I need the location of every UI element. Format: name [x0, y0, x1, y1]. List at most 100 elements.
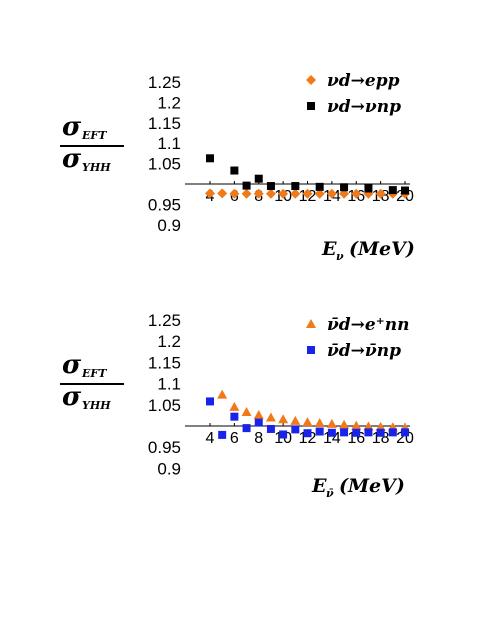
legend-label: νd→epp [327, 71, 400, 91]
series-2: ν̄d→ν̄np [206, 341, 409, 439]
data-point [278, 414, 289, 424]
x-tick-label: 18 [372, 430, 390, 447]
data-point [266, 182, 275, 191]
series-1: ν̄d→e⁺nn [217, 315, 410, 432]
x-label-unit: (MeV) [349, 238, 415, 260]
data-point [265, 412, 276, 422]
y-tick-label: 0.95 [148, 438, 181, 457]
data-point [303, 429, 312, 438]
data-point [291, 425, 300, 434]
y-tick-label: 1.15 [148, 353, 181, 372]
y-label-numerator: σ [62, 350, 82, 380]
data-point [376, 428, 385, 437]
x-label-main: E [311, 475, 327, 497]
data-point [363, 421, 374, 431]
data-point [229, 188, 240, 199]
y-label-numerator: σ [62, 112, 82, 142]
x-label-main: E [321, 238, 337, 260]
data-point [352, 428, 361, 437]
y-tick-label: 1.2 [157, 93, 181, 112]
data-point [351, 420, 362, 430]
x-label-unit: (MeV) [339, 475, 405, 497]
data-point [290, 188, 301, 199]
data-point [315, 427, 324, 436]
x-tick-label: 8 [254, 430, 263, 447]
data-point [254, 174, 263, 183]
y-tick-label: 1.25 [148, 73, 181, 92]
legend-label: νd→νnp [327, 97, 401, 117]
x-label-sub: ν̄ [326, 487, 334, 500]
data-point [351, 188, 362, 199]
y-label-denominator: σ [62, 144, 82, 174]
y-tick-label: 1.1 [157, 134, 181, 153]
data-point [314, 188, 325, 199]
x-label-sub: ν [336, 250, 344, 263]
y-tick-label: 0.95 [148, 195, 181, 214]
y-tick-label: 1.1 [157, 375, 181, 394]
data-point [290, 415, 301, 425]
data-point [401, 428, 409, 437]
data-point [217, 389, 228, 399]
data-point [339, 188, 350, 199]
legend-marker [306, 319, 316, 328]
data-point [302, 417, 313, 427]
data-point [401, 186, 409, 195]
data-point [327, 428, 336, 437]
x-tick-label: 6 [230, 430, 239, 447]
x-tick-label: 14 [323, 430, 341, 447]
data-point [340, 183, 349, 192]
y-tick-label: 1.05 [148, 155, 181, 174]
data-point [279, 430, 288, 439]
data-point [241, 188, 252, 199]
series-2: νd→νnp [206, 97, 409, 195]
data-point [206, 397, 214, 406]
x-tick-label: 12 [299, 430, 317, 447]
data-point [265, 188, 276, 199]
x-tick-label: 10 [274, 430, 292, 447]
y-tick-label: 0.9 [157, 216, 181, 235]
y-label-numerator-sub: EFT [81, 129, 107, 142]
data-point [302, 188, 313, 199]
series-1: νd→epp [205, 71, 410, 199]
data-point [254, 418, 263, 427]
data-point [314, 418, 325, 428]
x-tick-label: 4 [206, 430, 215, 447]
data-point [326, 188, 337, 199]
data-point [266, 424, 275, 433]
y-tick-label: 1.05 [148, 396, 181, 415]
data-point [340, 428, 349, 437]
data-point [229, 401, 240, 411]
y-label-denominator-sub: YHH [82, 399, 111, 412]
data-point [241, 407, 252, 417]
data-point [339, 419, 350, 429]
chart-panel-1: σEFTσYHH1.251.21.151.11.050.950.94681012… [60, 71, 415, 263]
y-label-denominator: σ [62, 382, 82, 412]
data-point [364, 428, 373, 437]
data-point [388, 186, 397, 195]
data-point [326, 418, 337, 428]
x-tick-label: 16 [347, 430, 365, 447]
legend-marker [307, 346, 315, 354]
data-point [388, 428, 397, 437]
data-point [375, 421, 386, 431]
data-point [242, 424, 251, 433]
data-point [364, 184, 373, 193]
legend-label: ν̄d→ν̄np [327, 341, 401, 361]
legend-marker [306, 75, 316, 85]
y-label-denominator-sub: YHH [82, 161, 111, 174]
legend-label: ν̄d→e⁺nn [327, 315, 409, 335]
data-point [217, 188, 228, 199]
data-point [315, 182, 324, 191]
data-point [291, 182, 300, 191]
data-point [242, 181, 251, 190]
data-point [278, 188, 289, 199]
y-tick-label: 1.25 [148, 311, 181, 330]
data-point [375, 188, 386, 199]
data-point [205, 188, 215, 199]
